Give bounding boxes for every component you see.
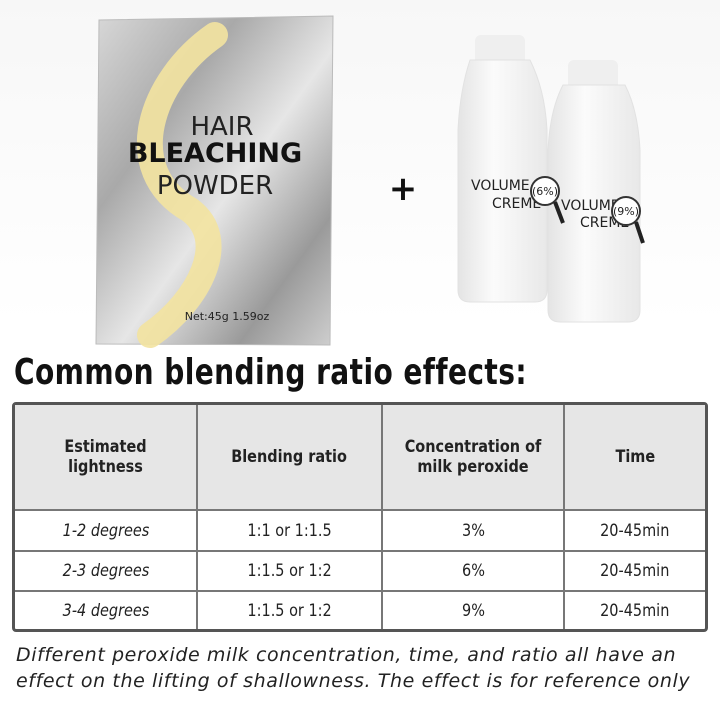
cell-text: 3% <box>461 520 485 541</box>
table-cell: 3% <box>383 511 565 552</box>
magnifier <box>530 176 560 206</box>
table-cell: 20-45min <box>565 592 705 629</box>
table-cell: 1-2 degrees <box>15 511 198 552</box>
header-cell: Time <box>565 405 705 512</box>
cell-text: 9% <box>461 600 485 621</box>
footnote: Different peroxide milk concentration, t… <box>16 644 691 692</box>
bottle-label: CREME <box>492 196 541 212</box>
packet-text: POWDER <box>157 171 273 201</box>
header-row: Estimated lightness Blending ratio Conce… <box>15 405 705 512</box>
cell-text: 1:1 or 1:1.5 <box>247 520 332 541</box>
bottle <box>547 84 641 323</box>
heading: Common blending ratio effects: <box>14 352 527 393</box>
table-cell: 6% <box>383 551 565 593</box>
table-cell: 9% <box>383 592 565 629</box>
magnifier <box>611 196 641 226</box>
cell-text: 6% <box>461 561 485 582</box>
header-text: Time <box>615 447 655 468</box>
header-cell: Blending ratio <box>198 405 383 512</box>
table-cell: 3-4 degrees <box>15 592 198 629</box>
table-row: 3-4 degrees 1:1.5 or 1:2 9% 20-45min <box>15 592 705 629</box>
bottle-cap <box>475 35 525 65</box>
table-row: 2-3 degrees 1:1.5 or 1:2 6% 20-45min <box>15 551 705 593</box>
table-cell: 2-3 degrees <box>15 551 198 593</box>
packet-text: HAIR <box>190 112 253 142</box>
cell-text: 1:1.5 or 1:2 <box>247 600 332 621</box>
header-text: Estimated lightness <box>64 437 147 478</box>
plus-sign: + <box>389 169 418 209</box>
bottle-strength: (6%) <box>532 185 558 198</box>
cell-text: 20-45min <box>600 561 670 582</box>
table-cell: 1:1.5 or 1:2 <box>198 592 383 629</box>
header-cell: Estimated lightness <box>15 405 198 512</box>
table-cell: 20-45min <box>565 511 705 552</box>
table-cell: 1:1 or 1:1.5 <box>198 511 383 552</box>
table-cell: 1:1.5 or 1:2 <box>198 551 383 593</box>
header-cell: Concentration of milk peroxide <box>383 405 565 512</box>
hair-swatch <box>137 22 228 348</box>
header-text: Blending ratio <box>231 447 348 468</box>
cell-text: 1-2 degrees <box>62 520 149 541</box>
bottle-label: VOLUME <box>471 178 530 194</box>
cell-text: 1:1.5 or 1:2 <box>247 561 332 582</box>
magnifier-handle <box>634 221 645 244</box>
ratio-table: Estimated lightness Blending ratio Conce… <box>12 402 708 632</box>
bottle-label: VOLUME <box>561 198 620 214</box>
table-cell: 20-45min <box>565 552 705 593</box>
bottle <box>457 59 548 303</box>
bottle-strength: (9%) <box>613 205 639 218</box>
cell-text: 3-4 degrees <box>62 600 149 621</box>
table-row: 1-2 degrees 1:1 or 1:1.5 3% 20-45min <box>15 511 705 552</box>
packet-text: BLEACHING <box>128 138 302 169</box>
bottle-cap <box>568 60 618 90</box>
magnifier-handle <box>553 201 565 224</box>
cell-text: 20-45min <box>600 520 670 541</box>
packet-net: Net:45g 1.59oz <box>185 310 270 323</box>
cell-text: 2-3 degrees <box>62 561 149 582</box>
product-image: HAIR BLEACHING POWDER Net:45g 1.59oz + V… <box>95 15 645 348</box>
cell-text: 20-45min <box>600 600 670 621</box>
header-text: Concentration of milk peroxide <box>404 437 542 478</box>
